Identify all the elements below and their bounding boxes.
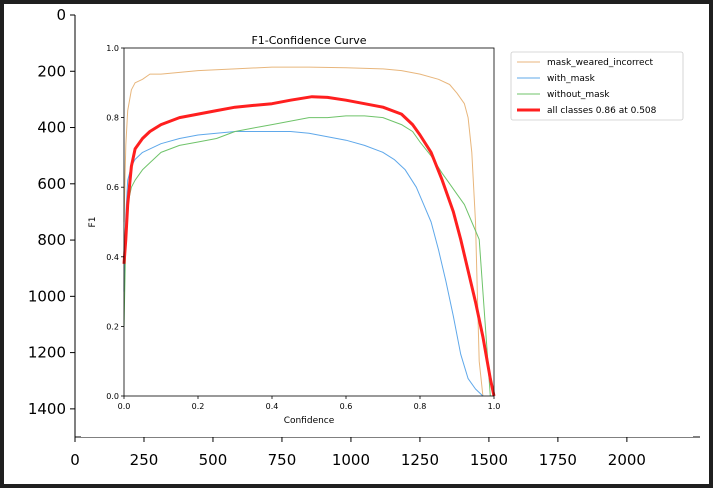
outer-y-tick-label: 0 [56, 6, 66, 24]
x-tick-label: 0.8 [414, 402, 427, 411]
outer-x-tick-label: 1500 [470, 451, 508, 469]
y-axis-label: F1 [88, 217, 98, 228]
series-line-1 [123, 131, 484, 397]
outer-x-ticks: 0 250 500 750 1000 1250 1500 1750 2000 [70, 437, 646, 469]
x-tick-label: 0.4 [266, 402, 279, 411]
outer-y-tick-label: 1400 [28, 400, 66, 418]
legend-label: mask_weared_incorrect [547, 58, 654, 68]
outer-y-tick-label: 1200 [28, 344, 66, 362]
legend-box [510, 51, 684, 121]
outer-y-tick-label: 200 [37, 62, 66, 80]
y-tick-label: 0.4 [106, 253, 119, 262]
inner-x-ticks: 0.0 0.2 0.4 0.6 0.8 1.0 [118, 396, 501, 411]
series-line-0 [123, 66, 484, 397]
x-tick-label: 1.0 [488, 402, 501, 411]
x-axis-label: Confidence [284, 416, 335, 426]
legend-label: all classes 0.86 at 0.508 [547, 106, 657, 116]
series-line-2 [123, 115, 491, 397]
outer-x-tick-label: 500 [199, 451, 228, 469]
outer-y-tick-label: 800 [37, 231, 66, 249]
outer-image-axes: 0 250 500 750 1000 1250 1500 1750 2000 0 200 400 60… [28, 6, 700, 469]
outer-y-tick-label: 600 [37, 175, 66, 193]
outer-x-tick-label: 1250 [401, 451, 439, 469]
y-tick-label: 0.0 [106, 392, 119, 401]
outer-x-tick-label: 0 [70, 451, 80, 469]
legend-label: with_mask [547, 74, 596, 84]
curves [122, 66, 496, 397]
legend: mask_weared_incorrect with_mask without_ma… [510, 51, 684, 121]
outer-x-tick-label: 250 [130, 451, 159, 469]
legend-label: without_mask [547, 90, 610, 100]
outer-y-tick-label: 400 [37, 119, 66, 137]
series-line-3 [122, 95, 496, 397]
outer-x-tick-label: 1750 [539, 451, 577, 469]
outer-y-ticks: 0 200 400 600 800 1000 1200 1400 [28, 6, 75, 418]
outer-x-tick-label: 1000 [332, 451, 370, 469]
y-tick-label: 0.6 [106, 183, 119, 192]
outer-x-tick-label: 2000 [608, 451, 646, 469]
x-tick-label: 0.2 [192, 402, 205, 411]
y-tick-label: 1.0 [106, 44, 119, 53]
y-tick-label: 0.8 [106, 114, 119, 123]
plot-frame [123, 47, 495, 397]
outer-x-tick-label: 750 [268, 451, 297, 469]
chart-title: F1-Confidence Curve [251, 34, 366, 47]
y-tick-label: 0.2 [106, 322, 119, 331]
f1-plot-axes: 0.0 0.2 0.4 0.6 0.8 1.0 0.0 0.2 0.4 0.6 0.8 1.0 [106, 44, 500, 411]
outer-y-tick-label: 1000 [28, 287, 66, 305]
x-tick-label: 0.6 [340, 402, 353, 411]
x-tick-label: 0.0 [118, 402, 131, 411]
inner-y-ticks: 0.0 0.2 0.4 0.6 0.8 1.0 [106, 44, 124, 401]
